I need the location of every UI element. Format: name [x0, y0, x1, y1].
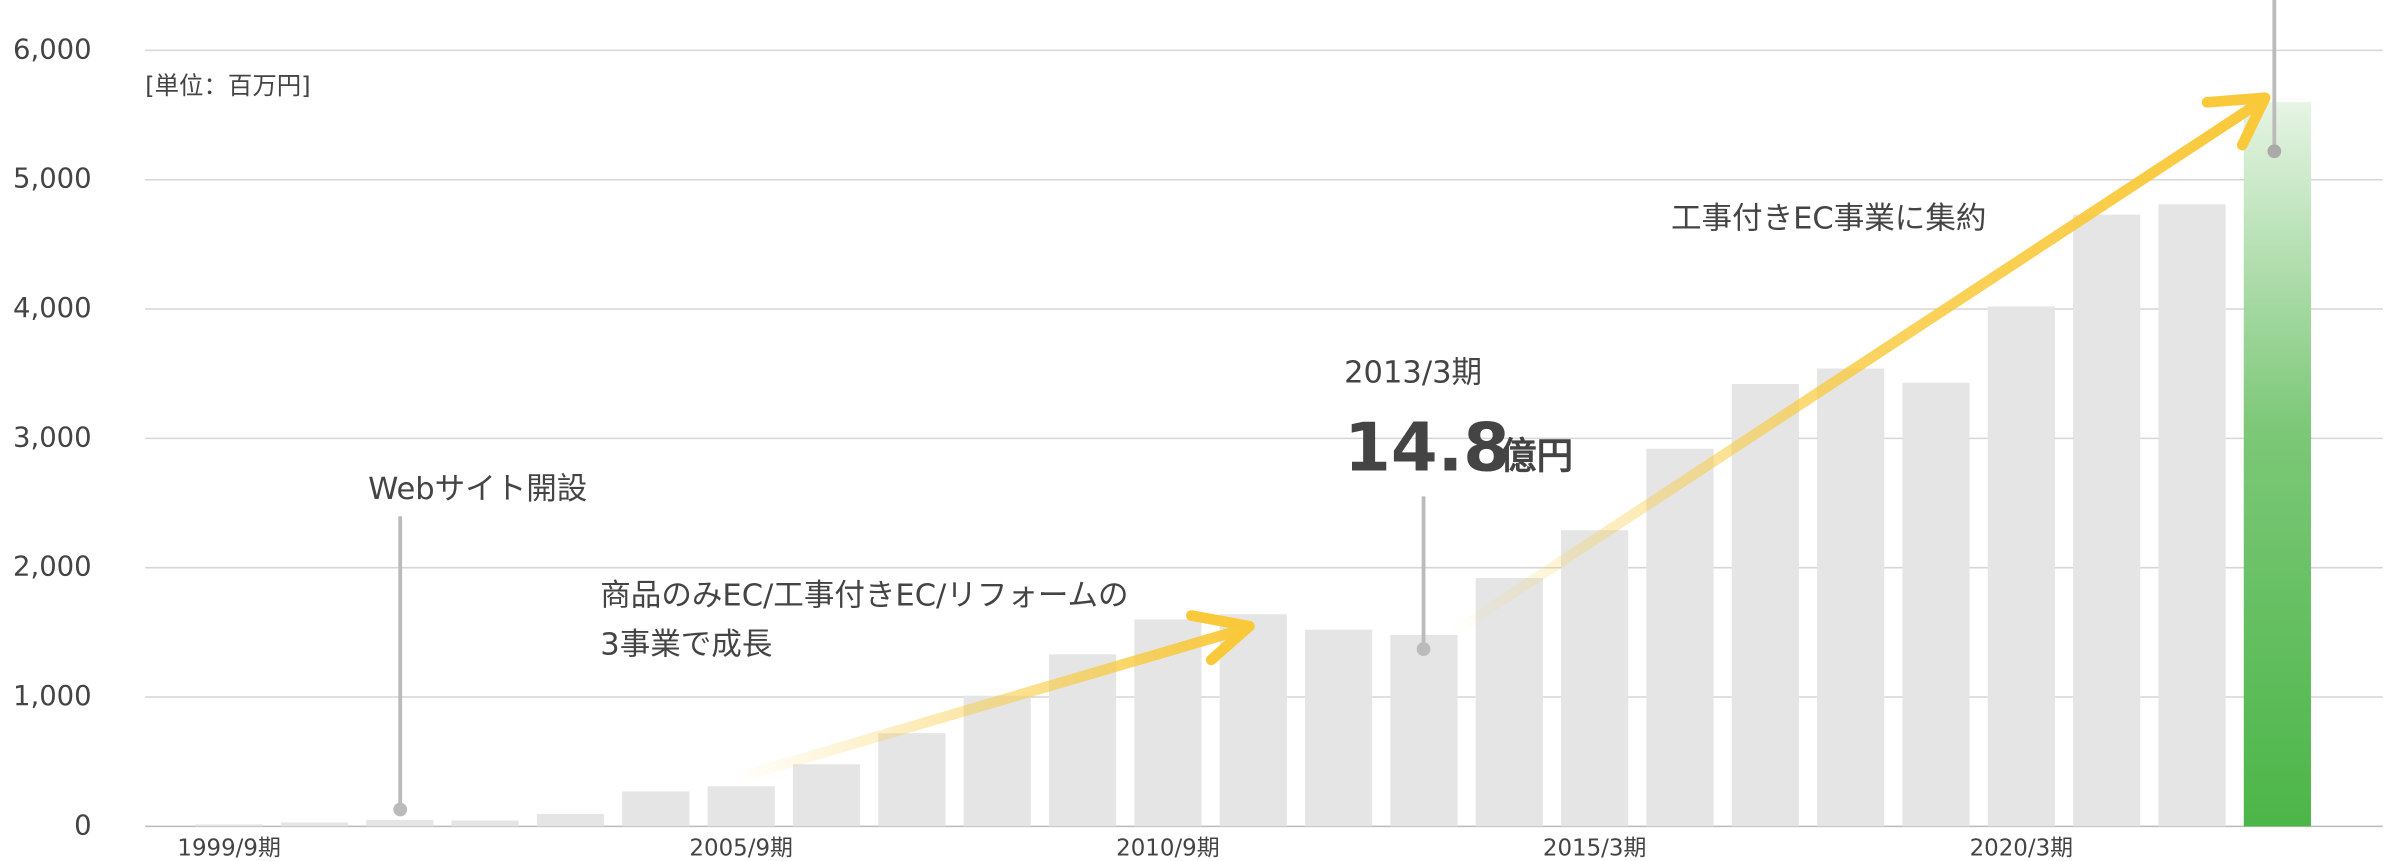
y-tick-label: 5,000: [13, 163, 92, 195]
arrow-head: [2201, 92, 2271, 151]
bar: [2158, 204, 2226, 827]
bar: [1817, 368, 1885, 827]
pointer-dot: [1416, 642, 1431, 657]
y-tick-label: 3,000: [13, 421, 92, 453]
annotation: 2013/3期: [1344, 356, 1482, 391]
pointer-dot: [393, 802, 408, 817]
arrows: [727, 92, 2271, 785]
bar: [1731, 384, 1799, 827]
unit-note: [単位：百万円]: [145, 71, 311, 100]
bar: [963, 695, 1031, 827]
bar: [1475, 578, 1543, 827]
bar: [536, 814, 605, 827]
x-tick-label: 2020/3期: [1970, 836, 2074, 861]
bar: [1987, 306, 2055, 827]
highlight-value: 14.8: [1344, 409, 1510, 487]
bar: [195, 824, 263, 827]
bar: [1646, 448, 1714, 827]
x-tick-label: 2015/3期: [1543, 836, 1647, 861]
y-tick-label: 4,000: [13, 292, 92, 324]
x-tick-label: 1999/9期: [177, 836, 280, 861]
bar: [2073, 214, 2141, 827]
bar: [622, 791, 690, 827]
focus-arrow: [1445, 98, 2263, 640]
arrow-head: [1186, 610, 1255, 666]
bar: [1902, 382, 1970, 827]
bar: [280, 822, 349, 827]
annotation: 商品のみEC/工事付きEC/リフォームの: [600, 579, 1128, 614]
bar: [707, 786, 775, 827]
y-tick-label: 2,000: [13, 551, 92, 583]
bars: [195, 102, 2311, 827]
annotation: Webサイト開設: [368, 472, 587, 507]
bar: [2243, 102, 2311, 827]
highlight-unit: 億円: [1500, 435, 1573, 478]
pointer-dot: [2267, 144, 2282, 159]
y-tick-label: 1,000: [13, 680, 92, 712]
x-tick-label: 2010/9期: [1116, 836, 1220, 861]
annotation: 3事業で成長: [600, 628, 772, 663]
bar: [1304, 629, 1373, 827]
growth-arrow: [727, 625, 1243, 785]
y-tick-label: 6,000: [13, 33, 92, 65]
bar: [451, 820, 519, 827]
bar: [1390, 634, 1458, 827]
pointers: [393, 0, 2282, 817]
bar: [366, 819, 434, 827]
y-tick-label: 0: [74, 809, 92, 841]
annotation: 工事付きEC事業に集約: [1671, 201, 1986, 236]
bar: [878, 733, 946, 827]
bar: [1561, 530, 1629, 827]
grid: [145, 49, 2383, 828]
bar: [792, 764, 861, 827]
x-tick-label: 2005/9期: [689, 836, 793, 861]
